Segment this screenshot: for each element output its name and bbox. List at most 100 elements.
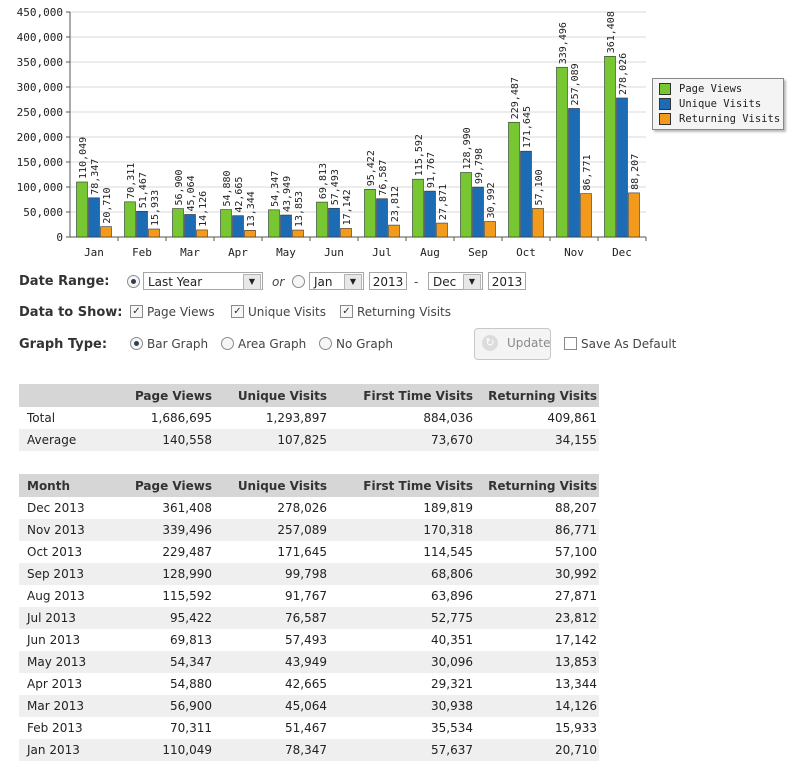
monthly-row: Feb 2013 70,311 51,467 35,534 15,933 xyxy=(19,717,599,739)
summary-header-label xyxy=(19,384,114,407)
monthly-cell: Aug 2013 xyxy=(27,589,85,603)
bar-unique-visits xyxy=(280,214,292,238)
monthly-cell: Nov 2013 xyxy=(19,519,114,541)
summary-header-row: Page Views Unique Visits First Time Visi… xyxy=(19,384,599,407)
graph-type-label: Graph Type: xyxy=(19,337,108,352)
monthly-cell: 23,812 xyxy=(475,607,599,629)
bar-returning-visits xyxy=(196,229,208,238)
date-range-label: Date Range: xyxy=(19,274,110,289)
from-year-input[interactable]: 2013 xyxy=(369,272,407,290)
bar-graph-radio[interactable] xyxy=(130,337,143,350)
page-views-checkbox-label: Page Views xyxy=(147,305,215,319)
data-label: 278,026 xyxy=(618,53,629,95)
page-views-checkbox[interactable]: ✓ xyxy=(130,305,143,318)
monthly-header-page-views: Page Views xyxy=(114,474,214,497)
summary-header-returning-visits: Returning Visits xyxy=(475,384,599,407)
summary-cell: 34,155 xyxy=(475,429,599,451)
visits-bar-chart: 0 50,000 100,000 150,000 200,000 250,000 300,0… xyxy=(17,6,647,259)
bar-returning-visits xyxy=(388,224,400,238)
bar-returning-visits xyxy=(436,222,448,238)
chevron-down-icon: ▼ xyxy=(243,274,261,290)
bar-returning-visits xyxy=(100,226,112,238)
or-label: or xyxy=(272,275,285,289)
summary-row: Total 1,686,695 1,293,897 884,036 409,861 xyxy=(19,407,599,429)
area-graph-radio[interactable] xyxy=(221,337,234,350)
to-year-input[interactable]: 2013 xyxy=(488,272,526,290)
data-label: 54,880 xyxy=(222,170,233,206)
bar-returning-visits xyxy=(484,221,496,238)
data-label: 86,771 xyxy=(582,154,593,190)
range-preset-select[interactable]: Last Year ▼ xyxy=(143,272,263,290)
monthly-cell: 20,710 xyxy=(475,739,599,761)
y-tick-label: 300,000 xyxy=(17,81,63,94)
monthly-cell: 63,896 xyxy=(431,589,473,603)
range-preset-value: Last Year xyxy=(148,275,203,289)
x-tick-label: Mar xyxy=(180,246,200,259)
data-label: 13,853 xyxy=(294,191,305,227)
bar-unique-visits xyxy=(520,150,532,238)
monthly-cell: 56,900 xyxy=(114,695,214,717)
bar-page-views xyxy=(172,208,184,238)
unique-visits-checkbox[interactable]: ✓ xyxy=(231,305,244,318)
data-label: 56,900 xyxy=(174,169,185,205)
monthly-cell: 69,813 xyxy=(170,633,212,647)
data-label: 76,587 xyxy=(378,160,389,196)
to-month-select[interactable]: Dec ▼ xyxy=(428,272,483,290)
monthly-row: Sep 2013 128,990 99,798 68,806 30,992 xyxy=(19,563,599,585)
save-as-default-checkbox[interactable] xyxy=(564,337,577,350)
monthly-cell: 30,096 xyxy=(329,651,475,673)
bar-unique-visits xyxy=(184,214,196,238)
data-label: 20,710 xyxy=(102,188,113,224)
monthly-cell: 171,645 xyxy=(277,545,327,559)
monthly-header-unique-visits: Unique Visits xyxy=(214,474,329,497)
returning-visits-checkbox[interactable]: ✓ xyxy=(340,305,353,318)
monthly-cell: 57,637 xyxy=(329,739,475,761)
monthly-row: Nov 2013 339,496 257,089 170,318 86,771 xyxy=(19,519,599,541)
update-button[interactable]: ↻ Update xyxy=(474,328,551,360)
monthly-row: Oct 2013 229,487 171,645 114,545 57,100 xyxy=(19,541,599,563)
monthly-cell: 76,587 xyxy=(214,607,329,629)
data-label: 42,665 xyxy=(234,177,245,213)
refresh-icon: ↻ xyxy=(482,335,498,351)
y-tick-label: 250,000 xyxy=(17,106,63,119)
y-tick-label: 400,000 xyxy=(17,31,63,44)
no-graph-radio[interactable] xyxy=(319,337,332,350)
data-label: 15,933 xyxy=(150,190,161,226)
x-tick-label: Jun xyxy=(324,246,344,259)
monthly-cell: 30,938 xyxy=(329,695,475,717)
monthly-cell: 78,347 xyxy=(214,739,329,761)
monthly-cell: Mar 2013 xyxy=(19,695,114,717)
monthly-cell: 95,422 xyxy=(114,607,214,629)
summary-cell: 1,293,897 xyxy=(265,411,327,425)
x-tick-label: May xyxy=(276,246,296,259)
unique-visits-checkbox-label: Unique Visits xyxy=(248,305,326,319)
y-tick-label: 200,000 xyxy=(17,131,63,144)
monthly-row: Mar 2013 56,900 45,064 30,938 14,126 xyxy=(19,695,599,717)
summary-table: Page Views Unique Visits First Time Visi… xyxy=(19,384,599,451)
y-tick-label: 450,000 xyxy=(17,6,63,19)
returning-visits-checkbox-label: Returning Visits xyxy=(357,305,452,319)
range-preset-radio[interactable] xyxy=(127,275,140,288)
bar-page-views xyxy=(460,172,472,238)
custom-range-radio[interactable] xyxy=(292,275,305,288)
y-tick-label: 150,000 xyxy=(17,156,63,169)
summary-cell: 884,036 xyxy=(423,411,473,425)
x-tick-label: Apr xyxy=(228,246,248,259)
from-month-select[interactable]: Jan ▼ xyxy=(309,272,364,290)
summary-header-unique-visits: Unique Visits xyxy=(214,384,329,407)
monthly-cell: 99,798 xyxy=(214,563,329,585)
bar-unique-visits xyxy=(136,210,148,238)
bar-page-views xyxy=(412,178,424,238)
x-tick-label: Aug xyxy=(420,246,440,259)
bar-page-views xyxy=(364,188,376,238)
bar-unique-visits xyxy=(616,97,628,238)
monthly-cell: 170,318 xyxy=(329,519,475,541)
area-graph-label: Area Graph xyxy=(238,337,307,351)
data-label: 88,207 xyxy=(630,154,641,190)
x-tick-label: Dec xyxy=(612,246,632,259)
to-month-value: Dec xyxy=(433,275,457,289)
summary-cell: Average xyxy=(19,429,114,451)
bar-page-views xyxy=(124,201,136,238)
monthly-cell: 278,026 xyxy=(277,501,327,515)
bar-returning-visits xyxy=(244,230,256,238)
